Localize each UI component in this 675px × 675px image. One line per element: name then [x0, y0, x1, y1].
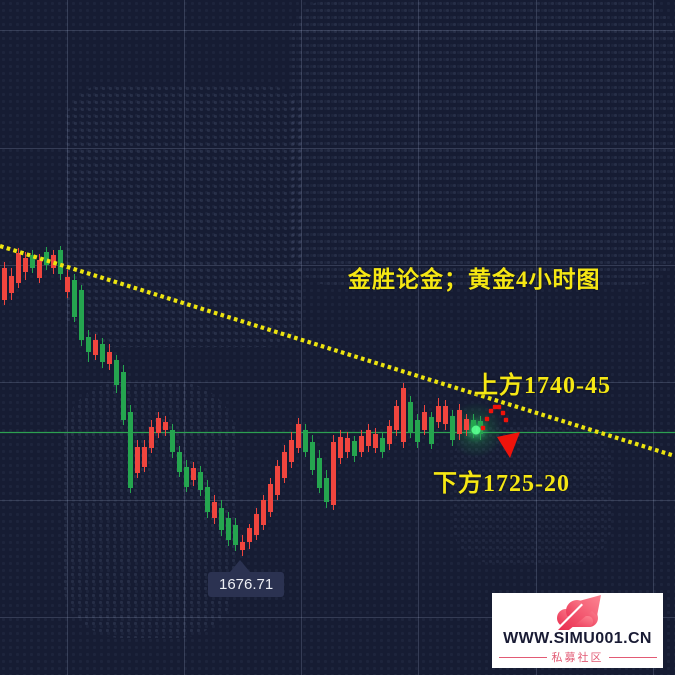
- watermark-url: WWW.SIMU001.CN: [503, 630, 652, 647]
- low-price-value: 1676.71: [219, 576, 274, 593]
- support-annotation: 下方1725-20: [433, 471, 570, 497]
- label-pointer-notch: [230, 560, 250, 572]
- tagline-text: 私募社区: [551, 652, 604, 664]
- watermark-tagline: 私募社区: [498, 649, 657, 665]
- background-dot-map: [290, 0, 675, 285]
- chart-title: 金胜论金；黄金4小时图: [348, 267, 601, 292]
- watermark-card: WWW.SIMU001.CN 私募社区: [492, 593, 663, 668]
- rising-arrow-cloud-icon: [554, 595, 601, 630]
- tagline-rule-right: [608, 656, 657, 658]
- tagline-rule-left: [498, 656, 547, 658]
- low-price-label: 1676.71: [208, 560, 285, 597]
- resistance-annotation: 上方1740-45: [474, 373, 611, 399]
- background-dot-map: [65, 85, 305, 347]
